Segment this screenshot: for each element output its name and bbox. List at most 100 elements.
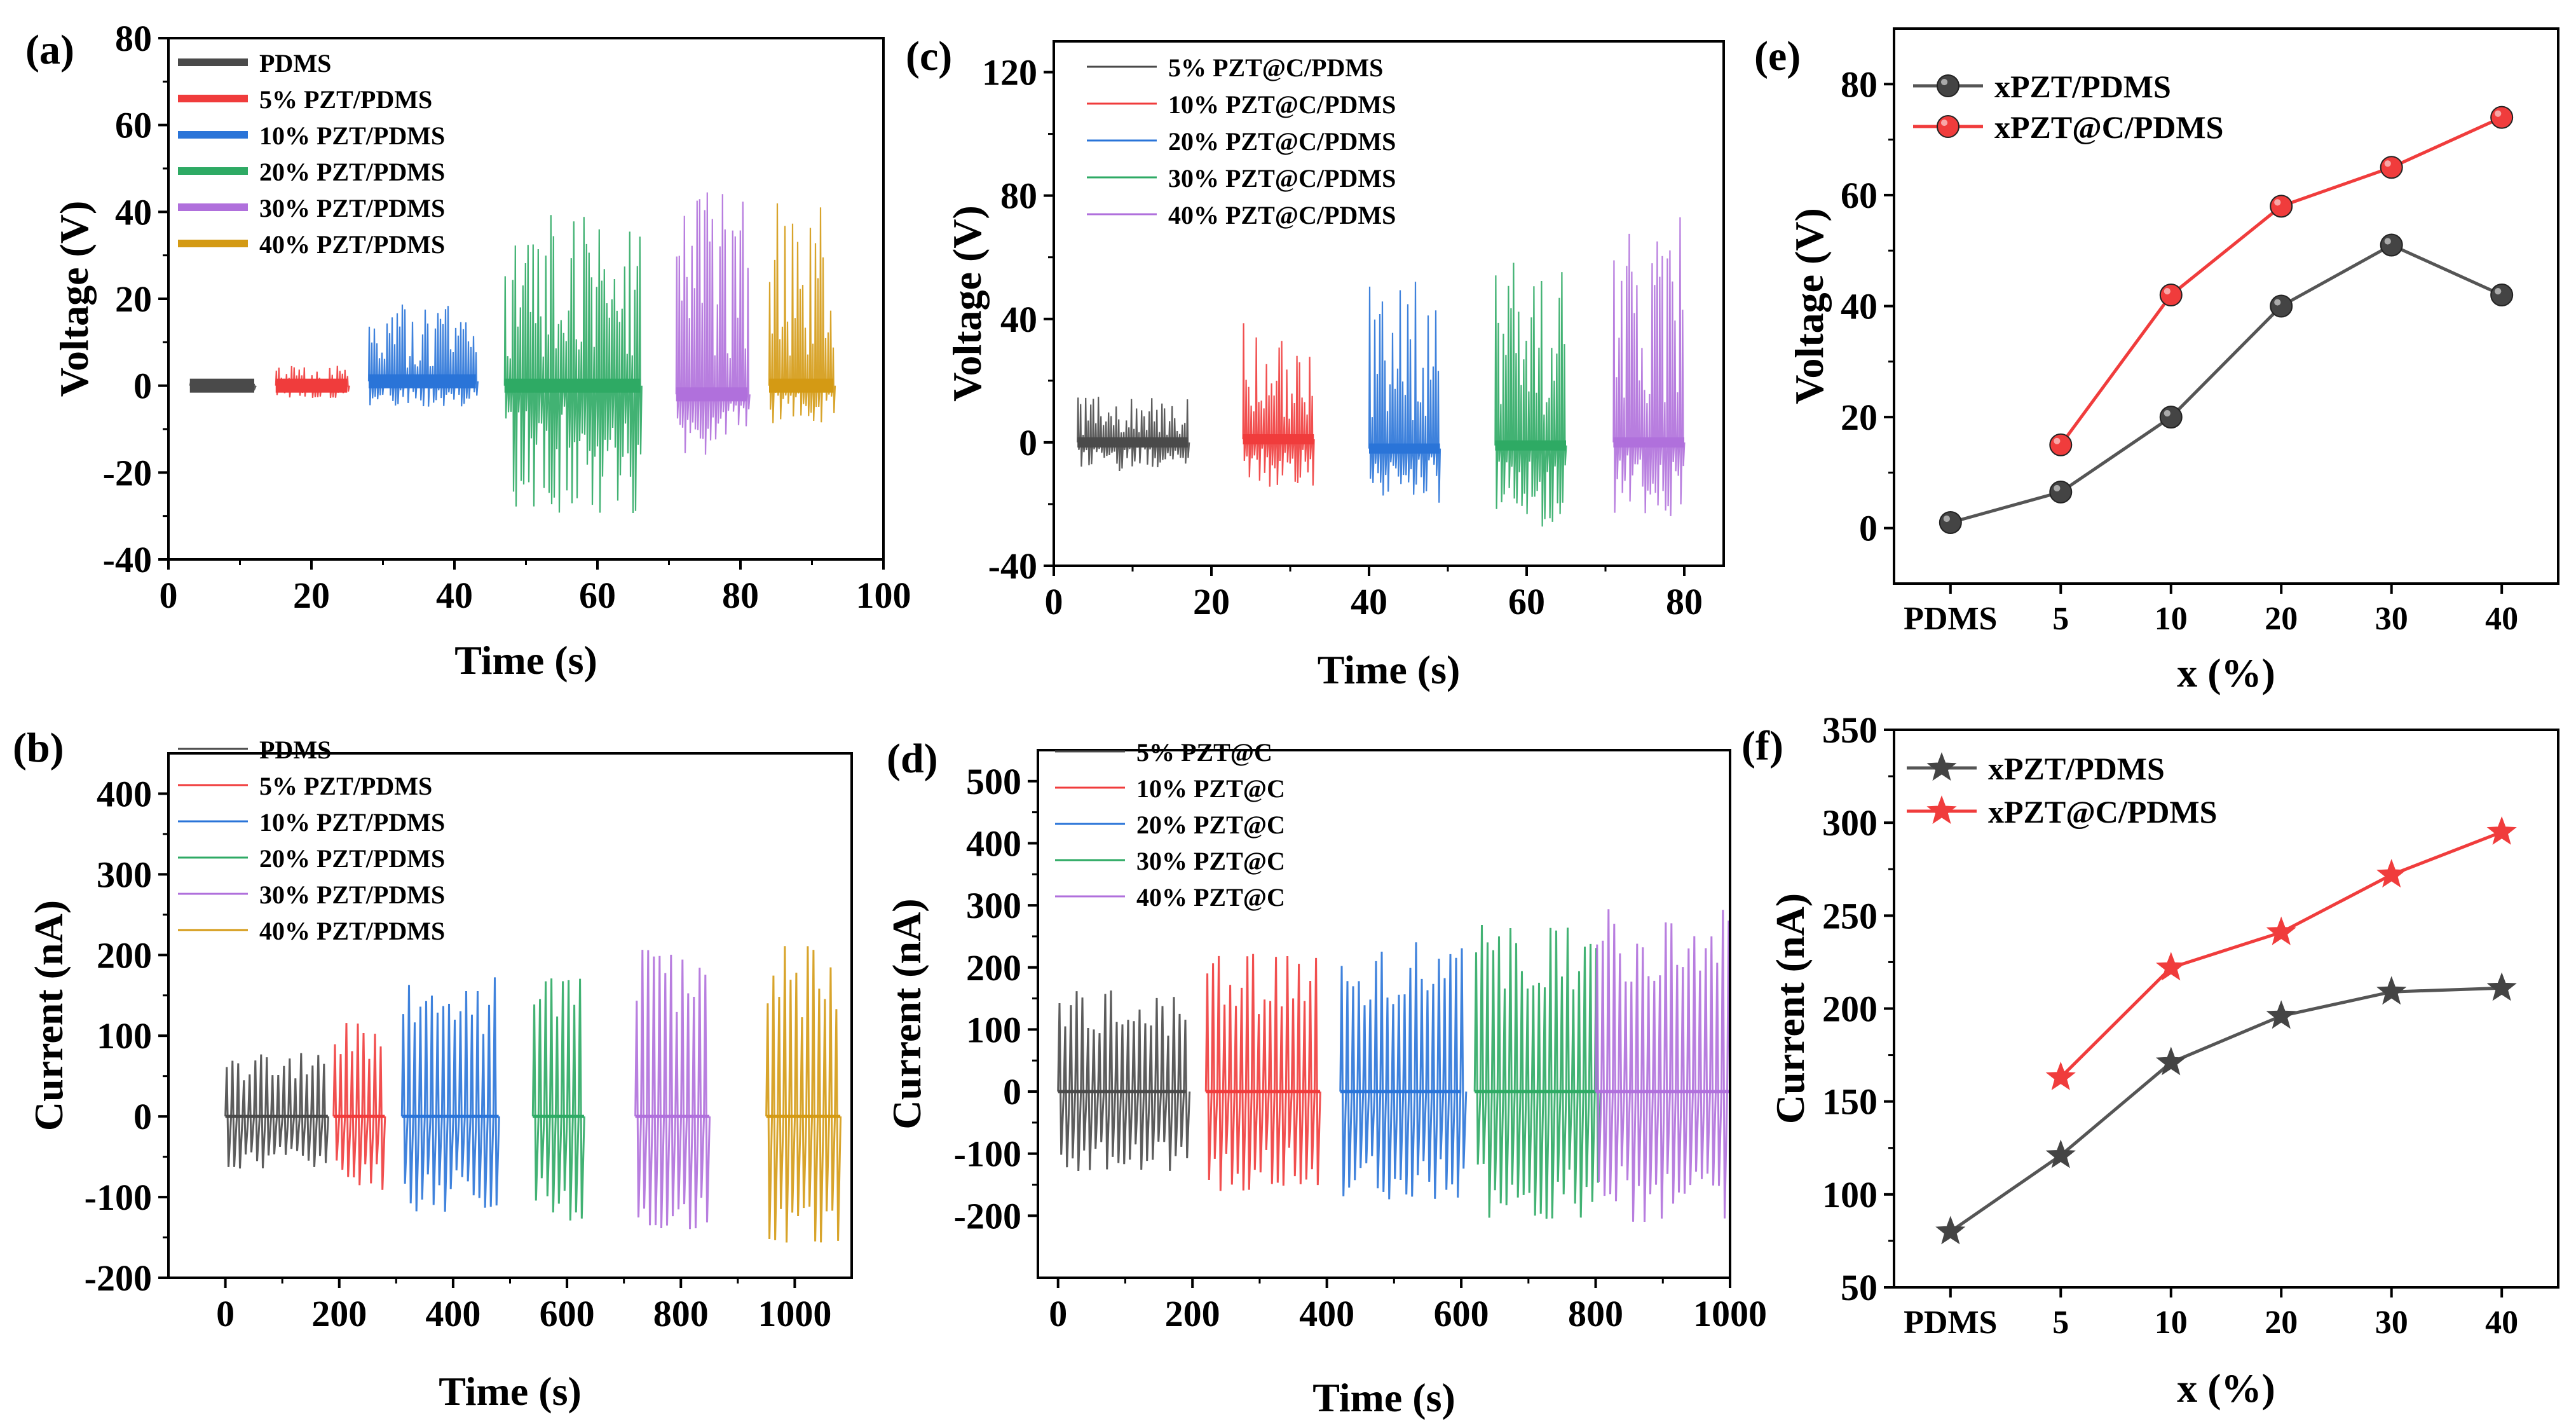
x-tick-label: 400	[425, 1293, 480, 1334]
signal-trace-3	[400, 977, 500, 1212]
x-axis-label: x (%)	[2177, 1366, 2275, 1411]
y-tick-label: -40	[988, 545, 1037, 587]
legend-entry: 20% PZT@C/PDMS	[1087, 127, 1396, 156]
x-tick-label: 20	[2265, 1304, 2298, 1341]
legend-label: PDMS	[259, 736, 331, 764]
series-line-2	[2059, 116, 2503, 446]
baseline-band-1	[1058, 1090, 1186, 1093]
y-axis-label: Current (nA)	[1768, 893, 1813, 1124]
legend-star-marker	[1926, 752, 1957, 781]
panel-label: (f)	[1741, 723, 1783, 769]
y-tick-label: -200	[85, 1257, 152, 1299]
legend-circle-marker	[1937, 74, 1959, 97]
y-tick-label: -40	[103, 539, 152, 580]
data-point-circle	[2270, 294, 2293, 318]
x-tick-label: 40	[1351, 581, 1387, 622]
axes-frame	[1053, 40, 1725, 567]
y-tick-label: 100	[966, 1009, 1021, 1050]
legend-entry: 10% PZT@C/PDMS	[1087, 90, 1396, 119]
legend-label: 40% PZT@C/PDMS	[1168, 201, 1396, 229]
data-point-circle	[2490, 284, 2514, 307]
x-axis-label: Time (s)	[1318, 647, 1461, 692]
y-tick-label: 200	[1822, 989, 1877, 1030]
x-tick-label: 80	[722, 575, 759, 616]
y-tick-label: 250	[1822, 895, 1877, 936]
y-tick-label: 80	[115, 18, 152, 59]
panel-label: (b)	[13, 725, 64, 771]
baseline-band-5	[676, 387, 748, 402]
baseline-band-3	[402, 1114, 499, 1118]
data-point-star	[2156, 952, 2186, 981]
signal-trace-3	[367, 305, 479, 407]
y-tick-label: -100	[954, 1133, 1021, 1175]
y-tick-label: 300	[1822, 802, 1877, 844]
y-tick-label: 0	[133, 1096, 152, 1137]
legend-label: PDMS	[259, 49, 331, 78]
y-tick-label: 200	[966, 947, 1021, 989]
legend-entry: xPZT@C/PDMS	[1913, 109, 2223, 145]
legend-entry: 5% PZT@C	[1055, 738, 1272, 767]
series-line-2	[2059, 830, 2503, 1079]
y-tick-label: 300	[97, 854, 152, 895]
legend-entry: 20% PZT/PDMS	[178, 844, 445, 873]
y-tick-label: 80	[1000, 175, 1037, 217]
legend-entry: 5% PZT@C/PDMS	[1087, 53, 1383, 82]
legend-entry: 40% PZT/PDMS	[178, 917, 445, 945]
baseline-band-2	[1243, 434, 1314, 445]
x-tick-label: 80	[1666, 581, 1703, 622]
axes-frame	[1893, 27, 2559, 585]
x-tick-label: 200	[311, 1293, 367, 1334]
baseline-band-5	[635, 1114, 710, 1118]
baseline-band-1	[225, 1114, 328, 1118]
plot-area	[189, 192, 836, 514]
baseline-band-2	[333, 1114, 385, 1118]
x-tick-label: 20	[2265, 601, 2298, 637]
data-point-circle	[2049, 433, 2073, 456]
y-tick-label: 20	[115, 278, 152, 320]
legend-entry: PDMS	[178, 49, 331, 78]
x-tick-label: 0	[1045, 581, 1063, 622]
data-point-star	[2045, 1061, 2076, 1090]
legend-label: xPZT/PDMS	[1994, 69, 2171, 104]
panel-label: (e)	[1754, 33, 1801, 79]
legend-label: 30% PZT@C/PDMS	[1168, 164, 1396, 193]
data-point-star	[2376, 976, 2407, 1005]
signal-trace-5	[1612, 217, 1686, 516]
y-tick-label: -100	[85, 1177, 152, 1218]
x-tick-label: 40	[2485, 601, 2518, 637]
legend-label: 40% PZT@C	[1136, 883, 1285, 912]
baseline-band-6	[769, 378, 834, 393]
x-tick-label: 30	[2375, 1304, 2408, 1341]
y-tick-label: 120	[982, 52, 1037, 93]
baseline-band-3	[369, 374, 476, 388]
signal-trace-5	[675, 192, 751, 455]
y-axis-label: Voltage (V)	[944, 205, 990, 402]
data-point-circle	[2159, 406, 2183, 429]
x-tick-label: 600	[540, 1293, 595, 1334]
x-tick-label: 200	[1165, 1293, 1220, 1334]
signal-trace-4	[1494, 263, 1567, 527]
y-tick-label: 150	[1822, 1081, 1877, 1123]
y-tick-label: 80	[1841, 64, 1877, 105]
x-tick-label: 100	[856, 575, 911, 616]
signal-trace-1	[1057, 990, 1191, 1172]
signal-trace-2	[1204, 954, 1321, 1191]
x-tick-label: 20	[293, 575, 330, 616]
signal-trace-1	[224, 1053, 330, 1169]
x-tick-label: 0	[1049, 1293, 1067, 1334]
legend-label: 30% PZT/PDMS	[259, 194, 445, 222]
legend-circle-marker	[1937, 115, 1959, 138]
legend-entry: 10% PZT/PDMS	[178, 808, 445, 837]
baseline-band-4	[1495, 440, 1566, 451]
data-point-circle	[2380, 156, 2403, 179]
legend-label: 20% PZT/PDMS	[259, 844, 445, 873]
y-tick-label: 0	[1859, 508, 1877, 549]
baseline-band-5	[1595, 1090, 1730, 1093]
y-tick-label: 0	[1003, 1071, 1021, 1112]
data-point-circle	[2049, 480, 2073, 503]
data-point-star	[1935, 1215, 1966, 1245]
signal-trace-4	[1473, 924, 1602, 1219]
x-axis-label: Time (s)	[454, 638, 597, 683]
